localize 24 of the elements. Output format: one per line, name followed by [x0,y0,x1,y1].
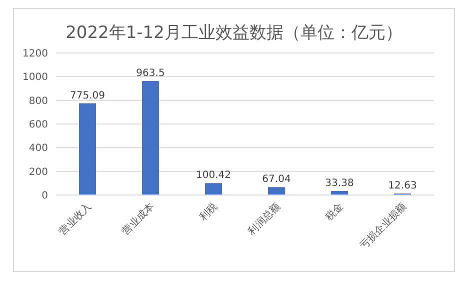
bar [205,183,222,195]
y-tick-label: 200 [28,166,48,178]
bar [79,103,96,195]
y-tick-label: 1200 [22,48,48,60]
chart-title: 2022年1-12月工业效益数据（单位：亿元） [64,22,404,45]
data-label: 775.09 [70,90,105,102]
data-label: 963.5 [136,68,165,79]
y-tick-label: 0 [42,190,48,202]
x-tick-label: 营业成本 [120,200,157,238]
x-tick-label: 税金 [322,200,346,224]
data-label: 12.63 [388,180,417,192]
x-tick-label: 亏损企业损额 [358,200,409,252]
bar [142,80,159,195]
data-label: 33.38 [325,178,354,190]
data-label: 100.42 [196,170,231,182]
data-label: 67.04 [262,174,291,186]
x-tick-label: 利润总额 [246,200,283,238]
bar [268,187,285,195]
y-tick-label: 400 [28,143,48,154]
y-tick-label: 1000 [22,72,48,84]
x-tick-label: 利税 [196,200,220,224]
y-tick-label: 600 [28,120,48,131]
y-tick-label: 800 [28,96,48,107]
x-tick-label: 营业收入 [56,200,94,238]
